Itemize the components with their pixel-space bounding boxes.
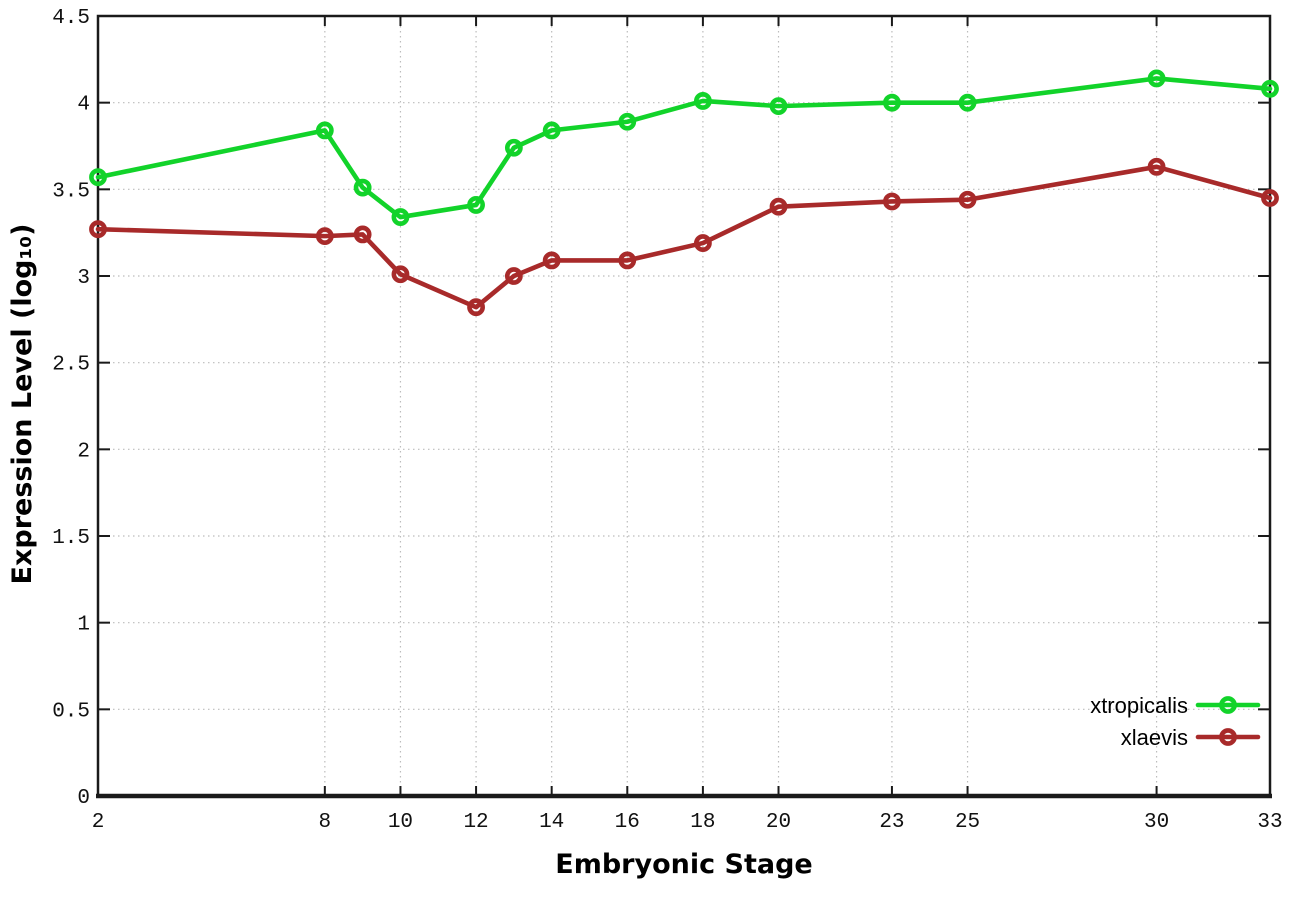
y-tick-label: 4.5 [52, 7, 90, 30]
data-point-xtropicalis [694, 92, 712, 110]
data-point-xtropicalis [1261, 79, 1279, 98]
data-point-xlaevis [315, 227, 334, 246]
data-point-xtropicalis [883, 93, 901, 112]
x-tick-label: 18 [690, 811, 715, 834]
x-tick-label: 2 [92, 811, 105, 834]
x-tick-label: 14 [539, 811, 564, 834]
data-point-xlaevis [769, 197, 788, 216]
x-tick-label: 33 [1257, 811, 1282, 834]
y-axis-title: Expression Level (log₁₀) [7, 224, 38, 585]
x-tick-label: 10 [388, 811, 413, 834]
data-point-xtropicalis [89, 168, 107, 187]
y-tick-label: 1 [77, 614, 90, 637]
data-point-xtropicalis [769, 97, 788, 116]
y-tick-label: 0.5 [52, 700, 90, 723]
y-tick-label: 3 [77, 267, 90, 290]
x-tick-label: 16 [615, 811, 640, 834]
data-point-xlaevis [694, 234, 712, 252]
y-tick-label: 3.5 [52, 180, 90, 203]
y-tick-label: 1.5 [52, 527, 90, 550]
series-line-xlaevis [95, 164, 1273, 310]
x-tick-label: 30 [1144, 811, 1169, 834]
data-point-xlaevis [542, 251, 561, 270]
data-point-xtropicalis [504, 138, 523, 157]
legend-label-xlaevis: xlaevis [1121, 725, 1188, 750]
data-point-xlaevis [504, 267, 523, 285]
x-axis-title: Embryonic Stage [555, 849, 812, 880]
data-point-xtropicalis [958, 93, 977, 112]
legend-sample-marker-xlaevis [1219, 728, 1237, 746]
data-point-xlaevis [883, 192, 901, 211]
data-point-xtropicalis [618, 112, 637, 131]
data-point-xlaevis [89, 220, 107, 239]
x-tick-label: 12 [463, 811, 488, 834]
data-point-xlaevis [467, 298, 485, 317]
x-tick-label: 20 [766, 811, 791, 834]
legend-sample-marker-xtropicalis [1219, 696, 1237, 714]
y-tick-label: 2.5 [52, 354, 90, 377]
data-point-xlaevis [391, 265, 410, 284]
y-tick-label: 4 [77, 94, 90, 117]
data-point-xlaevis [618, 251, 637, 270]
legend-label-xtropicalis: xtropicalis [1090, 693, 1188, 718]
x-tick-label: 8 [319, 811, 332, 834]
data-point-xtropicalis [391, 208, 410, 226]
data-point-xtropicalis [353, 178, 372, 197]
data-point-xtropicalis [542, 121, 561, 140]
series-line-xtropicalis [95, 76, 1273, 220]
y-tick-label: 0 [77, 787, 90, 810]
data-point-xlaevis [1147, 157, 1166, 176]
data-point-xlaevis [1261, 189, 1279, 207]
data-point-xtropicalis [1147, 69, 1166, 88]
x-tick-label: 25 [955, 811, 980, 834]
data-point-xtropicalis [467, 196, 485, 214]
y-tick-label: 2 [77, 440, 90, 463]
data-point-xtropicalis [315, 121, 334, 140]
plot-border [96, 14, 1272, 798]
x-tick-label: 23 [879, 811, 904, 834]
data-point-xlaevis [353, 225, 372, 244]
data-point-xlaevis [958, 190, 977, 209]
